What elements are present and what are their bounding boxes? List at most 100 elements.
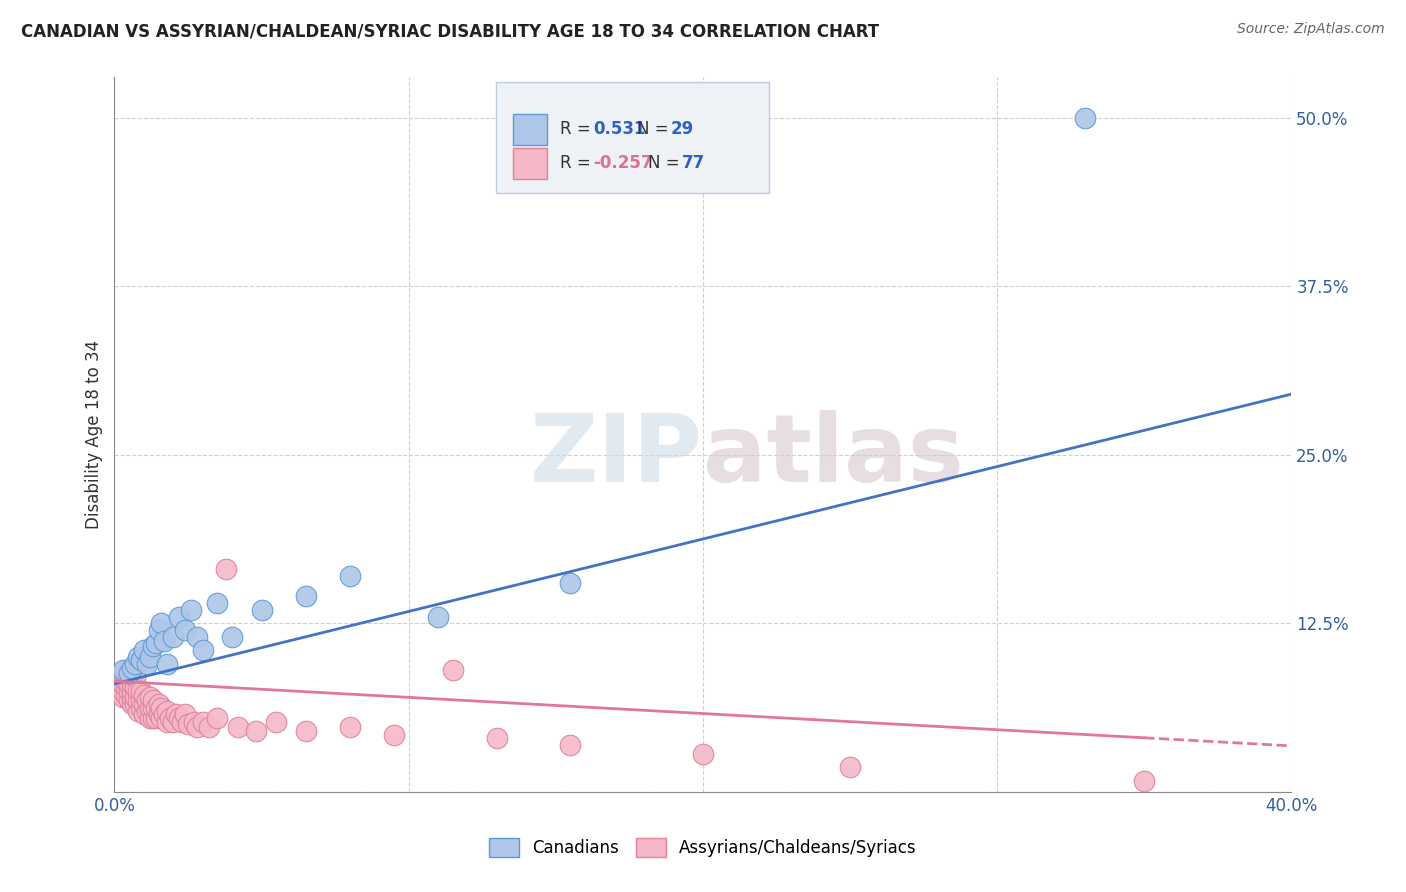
Point: [129, 701, 152, 715]
Point: [1074, 111, 1097, 125]
Point: [183, 714, 205, 729]
Point: [186, 630, 208, 644]
Point: [339, 569, 361, 583]
Text: Source: ZipAtlas.com: Source: ZipAtlas.com: [1237, 22, 1385, 37]
Point: [121, 697, 143, 711]
Text: CANADIAN VS ASSYRIAN/CHALDEAN/SYRIAC DISABILITY AGE 18 TO 34 CORRELATION CHART: CANADIAN VS ASSYRIAN/CHALDEAN/SYRIAC DIS…: [21, 22, 879, 40]
Point: [127, 683, 149, 698]
Point: [132, 697, 155, 711]
Point: [110, 677, 132, 691]
Point: [127, 704, 149, 718]
Point: [142, 710, 165, 724]
Point: [138, 649, 160, 664]
Point: [132, 688, 155, 702]
Point: [174, 623, 197, 637]
Point: [145, 701, 167, 715]
Text: ZIP: ZIP: [530, 410, 703, 502]
Point: [124, 680, 146, 694]
Point: [145, 636, 167, 650]
Point: [560, 575, 582, 590]
Point: [124, 657, 146, 671]
Point: [156, 704, 179, 718]
Point: [148, 623, 170, 637]
Point: [124, 670, 146, 684]
Point: [115, 680, 138, 694]
Point: [294, 724, 316, 739]
Text: 29: 29: [671, 120, 695, 138]
Text: N =: N =: [648, 154, 685, 172]
Point: [110, 670, 132, 684]
Point: [118, 693, 141, 707]
Text: R =: R =: [560, 120, 596, 138]
Text: 0.531: 0.531: [593, 120, 645, 138]
Point: [264, 714, 287, 729]
Point: [124, 690, 146, 705]
Point: [150, 701, 173, 715]
Point: [135, 693, 157, 707]
Point: [148, 706, 170, 721]
Point: [153, 706, 176, 721]
Point: [215, 562, 238, 576]
Point: [250, 603, 273, 617]
Point: [427, 609, 450, 624]
Point: [191, 643, 214, 657]
Point: [138, 701, 160, 715]
Point: [1133, 773, 1156, 788]
Point: [245, 724, 267, 739]
Text: -0.257: -0.257: [593, 154, 652, 172]
Point: [112, 664, 135, 678]
Point: [197, 720, 219, 734]
Point: [145, 710, 167, 724]
Point: [150, 616, 173, 631]
Point: [124, 697, 146, 711]
Text: atlas: atlas: [703, 410, 965, 502]
Point: [118, 670, 141, 684]
Point: [191, 714, 214, 729]
Point: [441, 664, 464, 678]
Point: [135, 704, 157, 718]
Point: [121, 690, 143, 705]
Legend: Canadians, Assyrians/Chaldeans/Syriacs: Canadians, Assyrians/Chaldeans/Syriacs: [481, 830, 925, 865]
Point: [142, 693, 165, 707]
Point: [150, 710, 173, 724]
Point: [692, 747, 714, 761]
Point: [174, 706, 197, 721]
Point: [156, 657, 179, 671]
Point: [105, 670, 128, 684]
Point: [180, 603, 202, 617]
Point: [221, 630, 243, 644]
Point: [129, 683, 152, 698]
Point: [105, 677, 128, 691]
Point: [138, 690, 160, 705]
Point: [115, 688, 138, 702]
Point: [382, 728, 405, 742]
Point: [115, 674, 138, 689]
Point: [118, 677, 141, 691]
Point: [148, 697, 170, 711]
Point: [135, 657, 157, 671]
Point: [159, 710, 181, 724]
Point: [132, 643, 155, 657]
Point: [142, 639, 165, 653]
Point: [162, 714, 184, 729]
Point: [118, 666, 141, 681]
Point: [167, 609, 190, 624]
Point: [129, 652, 152, 666]
Point: [115, 664, 138, 678]
Point: [165, 706, 187, 721]
Point: [110, 683, 132, 698]
Text: R =: R =: [560, 154, 596, 172]
Point: [207, 710, 229, 724]
Point: [127, 649, 149, 664]
Text: N =: N =: [637, 120, 675, 138]
Point: [226, 720, 249, 734]
Point: [162, 630, 184, 644]
Point: [118, 683, 141, 698]
Point: [121, 661, 143, 675]
Point: [339, 720, 361, 734]
Point: [167, 710, 190, 724]
Point: [207, 596, 229, 610]
Y-axis label: Disability Age 18 to 34: Disability Age 18 to 34: [86, 340, 103, 529]
Point: [121, 677, 143, 691]
Point: [127, 693, 149, 707]
